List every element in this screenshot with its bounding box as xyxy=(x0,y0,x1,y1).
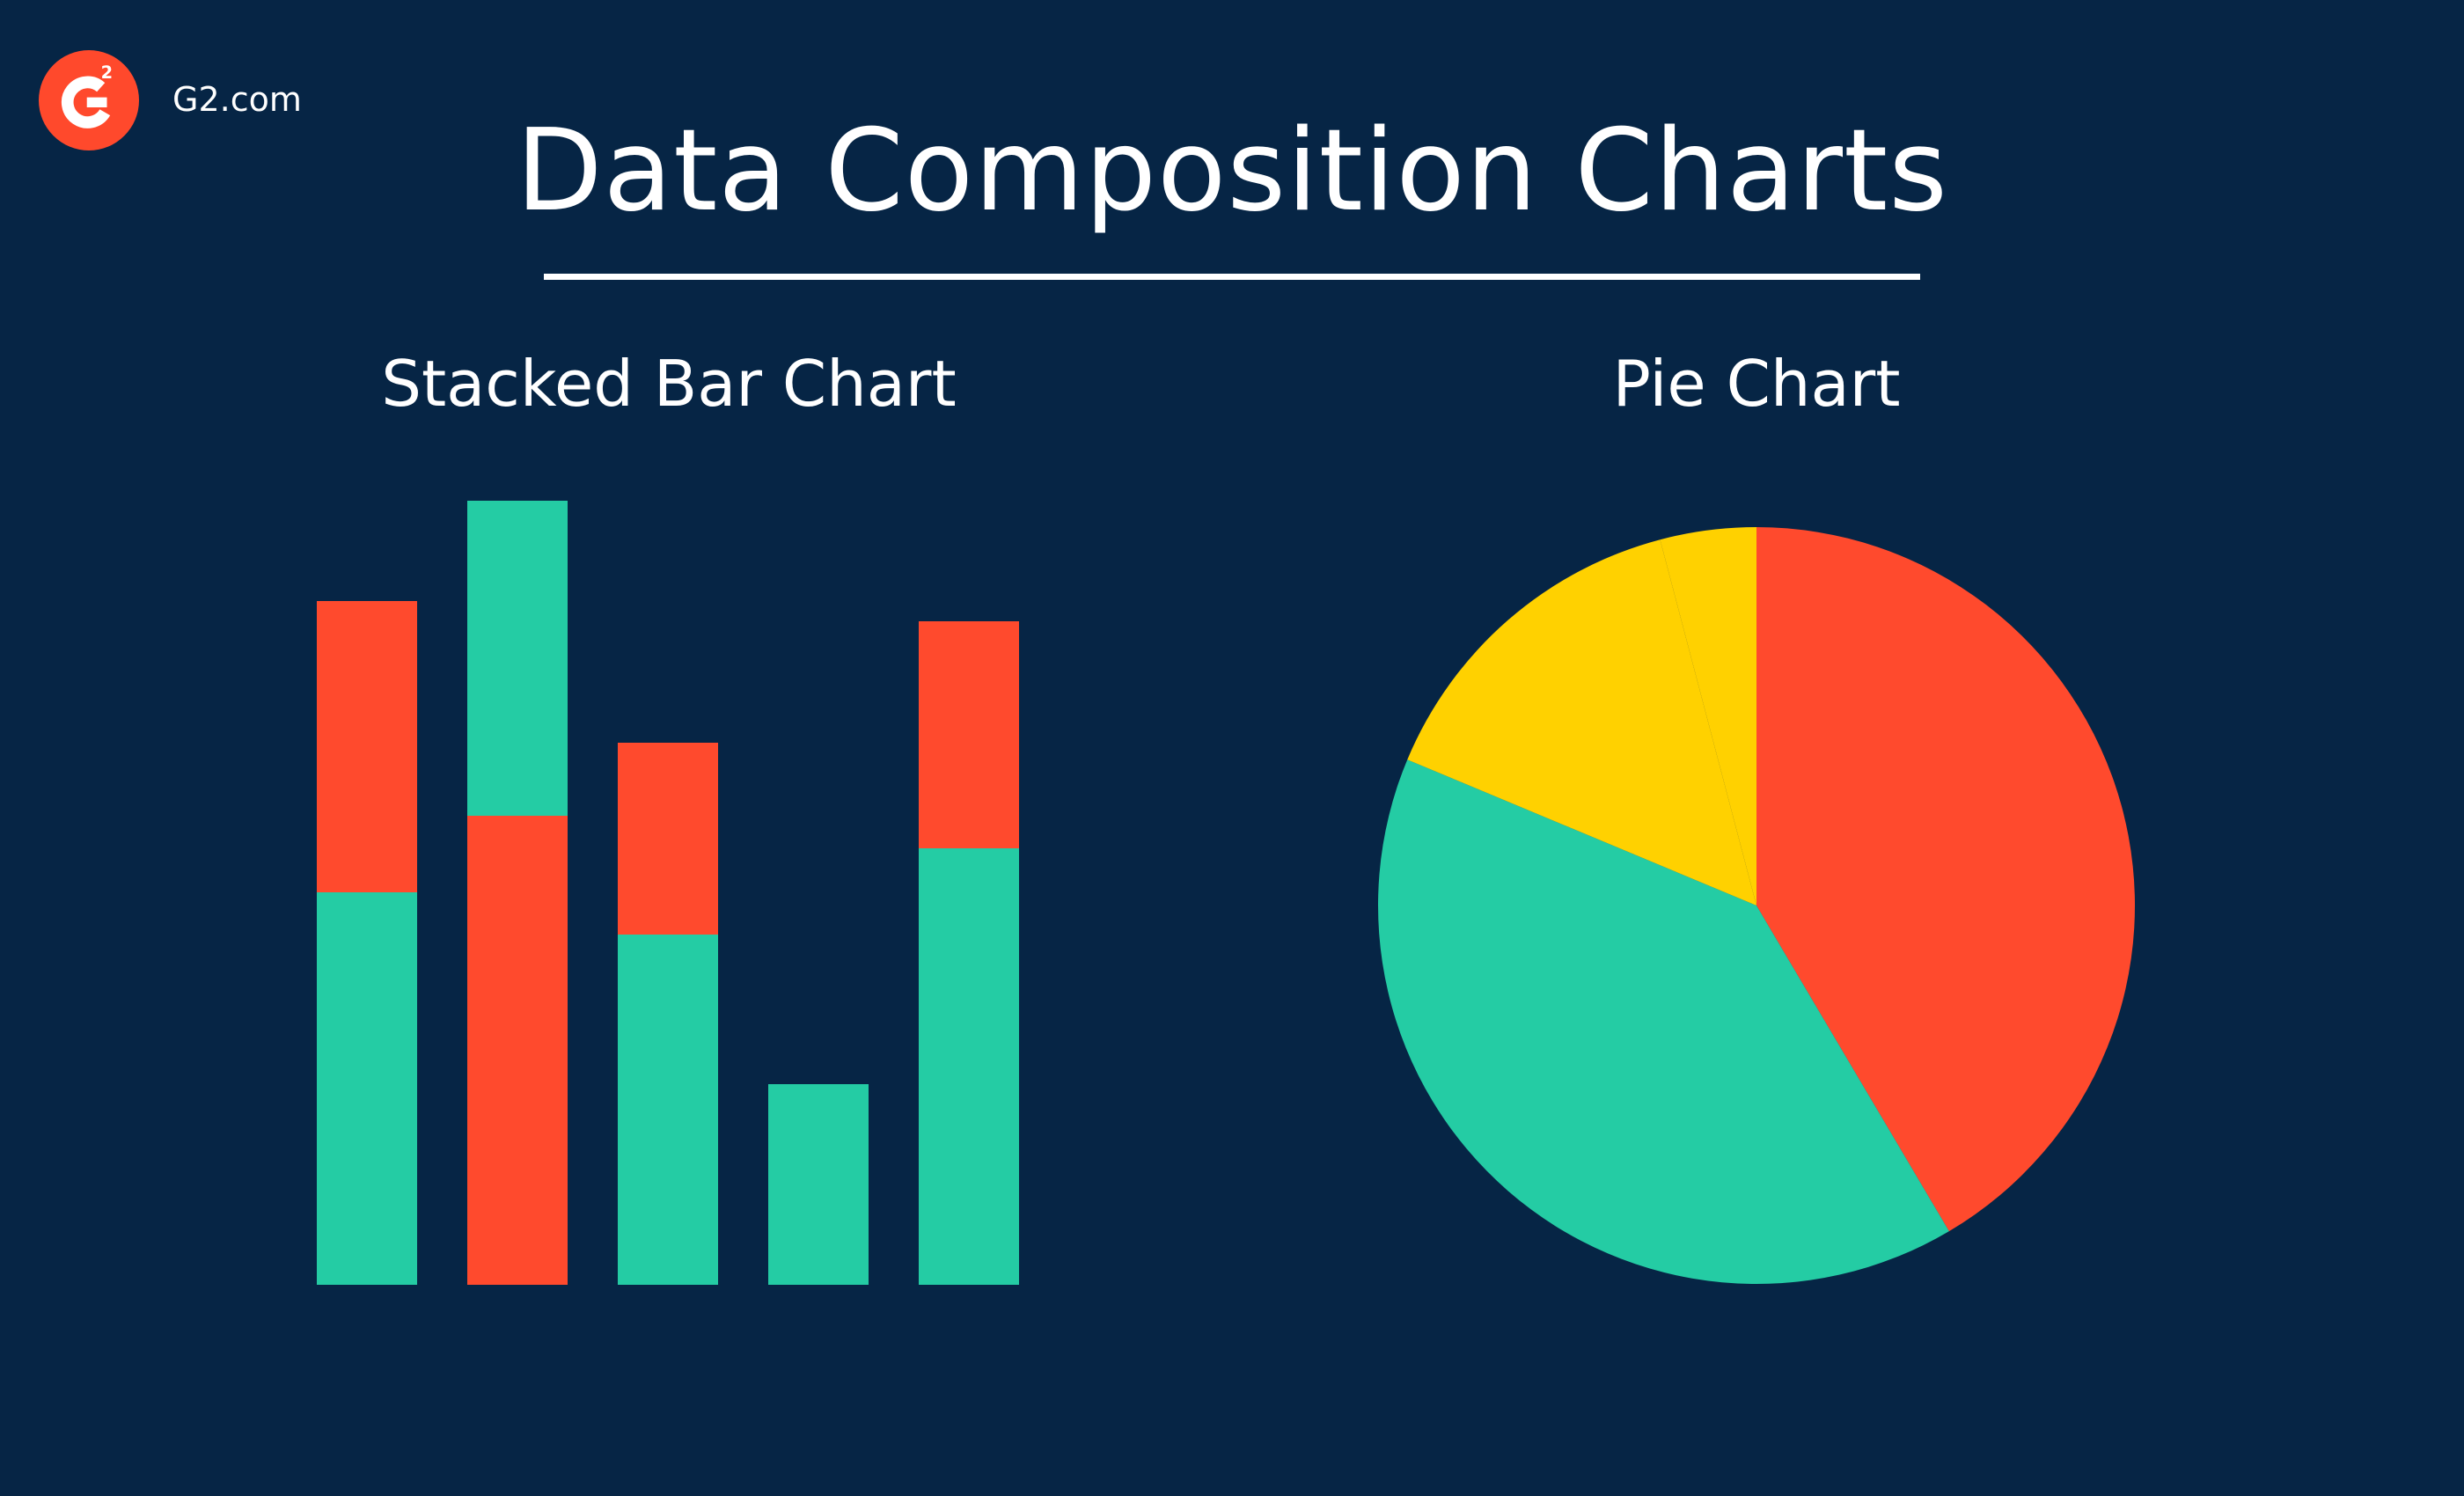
bar-5-segment-1 xyxy=(919,848,1019,1285)
svg-text:2: 2 xyxy=(101,62,113,83)
bar-1-segment-2 xyxy=(317,601,417,892)
bar-3-segment-2 xyxy=(618,743,718,935)
bar-1-segment-1 xyxy=(317,892,417,1285)
pie-slice-2 xyxy=(1378,759,1949,1284)
pie-slice-4 xyxy=(1660,527,1756,906)
pie-chart xyxy=(1378,527,2135,1284)
pie-slice-3 xyxy=(1407,539,1756,906)
pie-slice-1 xyxy=(1756,527,2135,1232)
bar-4-segment-1 xyxy=(768,1084,869,1285)
pie-chart-title: Pie Chart xyxy=(1612,347,1901,421)
bar-2-segment-2 xyxy=(467,816,568,1285)
bar-3-segment-1 xyxy=(618,935,718,1285)
stacked-bar-chart xyxy=(317,501,1019,1285)
page-title: Data Composition Charts xyxy=(516,106,1948,237)
bar-chart-title: Stacked Bar Chart xyxy=(381,347,957,421)
bar-2-segment-3 xyxy=(467,501,568,816)
g2-logo-mark: 2 xyxy=(61,62,113,128)
brand-site[interactable]: G2.com xyxy=(172,80,302,119)
g2-logo-icon: 2 xyxy=(39,50,139,150)
title-underline xyxy=(544,274,1920,280)
bar-5-segment-2 xyxy=(919,621,1019,848)
